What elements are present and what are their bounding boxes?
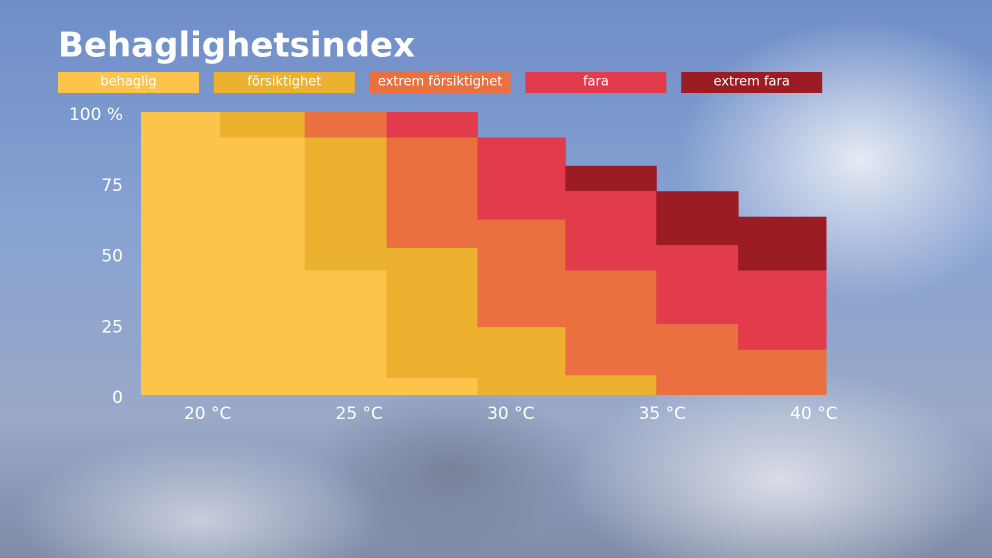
bar-segment — [565, 270, 657, 376]
bar-segment — [656, 245, 739, 325]
bar-segment — [141, 112, 221, 395]
y-tick-label: 0 — [112, 388, 123, 408]
legend-swatch — [681, 72, 823, 93]
bar-segment — [304, 270, 388, 395]
bar-segment — [738, 270, 827, 350]
bar-segment — [386, 378, 478, 395]
x-tick-label: 20 °C — [184, 404, 231, 424]
y-tick-label: 100 % — [69, 105, 123, 125]
bar-segment — [304, 137, 388, 271]
bar-segment — [565, 375, 657, 395]
legend-label: försiktighet — [247, 75, 321, 90]
chart-title: Behaglighetsindex — [58, 26, 415, 66]
legend-swatch — [369, 72, 511, 93]
bar-segment — [565, 191, 657, 271]
y-tick-label: 25 — [101, 317, 123, 337]
x-tick-label: 35 °C — [639, 404, 686, 424]
legend-label: behaglig — [100, 75, 156, 90]
bar-segment — [738, 216, 827, 271]
x-tick-label: 40 °C — [790, 404, 837, 424]
bar-segment — [656, 324, 739, 395]
y-tick-label: 75 — [101, 176, 123, 196]
bar-segment — [565, 165, 657, 192]
bar-segment — [477, 137, 566, 220]
bar-segment — [477, 219, 566, 328]
bar-segment — [738, 349, 827, 395]
legend-swatch — [58, 72, 199, 93]
bar-segment — [656, 191, 739, 246]
x-tick-label: 25 °C — [336, 404, 383, 424]
bar-segment — [386, 247, 478, 379]
legend-label: extrem försiktighet — [378, 75, 503, 90]
bar-segment — [304, 112, 388, 138]
bar-segment — [219, 112, 306, 138]
legend-label: extrem fara — [714, 75, 790, 90]
legend-swatch — [525, 72, 667, 93]
bar-segment — [386, 112, 478, 138]
y-tick-label: 50 — [101, 247, 123, 267]
x-tick-label: 30 °C — [487, 404, 534, 424]
bar-segment — [219, 137, 306, 395]
bar-segment — [386, 137, 478, 248]
legend-label: fara — [583, 75, 609, 90]
bar-segment — [477, 327, 566, 395]
legend-swatch — [213, 72, 355, 93]
